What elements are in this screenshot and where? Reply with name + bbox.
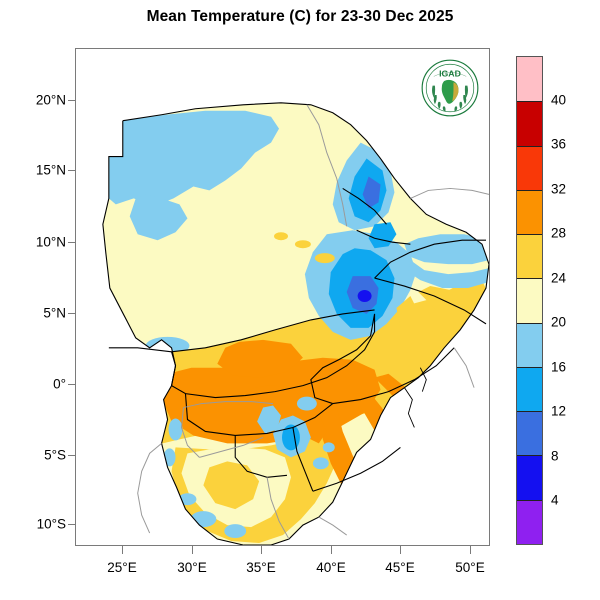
xtick-line-40e [331, 546, 333, 554]
xtick-label-40e: 40°E [316, 560, 346, 575]
xtick-label-45e: 45°E [385, 560, 415, 575]
colorbar-tick-28: 28 [551, 225, 567, 241]
colorbar-tick-32: 32 [551, 181, 567, 197]
ytick-line-20n [68, 100, 75, 102]
xtick-line-45e [400, 546, 402, 554]
ytick-line-5n [68, 313, 75, 315]
colorbar-tick-8: 8 [551, 448, 559, 464]
coastline [404, 367, 427, 428]
colorbar-band-gt40 [517, 57, 542, 102]
colorbar-tick-36: 36 [551, 136, 567, 152]
ytick-label-15n: 15°N [35, 162, 66, 178]
colorbar-tick-40: 40 [551, 92, 567, 108]
xtick-label-25e: 25°E [107, 560, 137, 575]
xtick-label-30e: 30°E [177, 560, 207, 575]
ytick-line-5s [68, 455, 75, 457]
ytick-line-10n [68, 242, 75, 244]
colorbar-band-36-40 [517, 101, 542, 146]
ytick-label-5n: 5°N [43, 305, 66, 321]
colorbar-tick-12: 12 [551, 403, 567, 419]
colorbar-tick-24: 24 [551, 270, 567, 286]
colorbar-band-24-28 [517, 234, 542, 279]
ytick-label-0: 0° [53, 376, 66, 392]
ytick-line-15n [68, 170, 75, 172]
colorbar-band-12-16 [517, 366, 542, 412]
colorbar-band-28-32 [517, 189, 542, 235]
xtick-line-50e [470, 546, 472, 554]
colorbar-band-16-20 [517, 322, 542, 367]
xtick-line-25e [122, 546, 124, 554]
colorbar[interactable] [516, 56, 543, 545]
colorbar-band-lt4 [517, 499, 542, 544]
xtick-label-35e: 35°E [246, 560, 276, 575]
colorbar-band-8-12 [517, 411, 542, 456]
igad-logo: IGAD [421, 59, 479, 117]
ytick-label-5s: 5°S [44, 447, 66, 463]
xtick-line-30e [192, 546, 194, 554]
colorbar-band-4-8 [517, 455, 542, 500]
colorbar-tick-20: 20 [551, 314, 567, 330]
ytick-line-0 [68, 384, 75, 386]
neighbour-borders [137, 104, 489, 540]
xtick-line-35e [261, 546, 263, 554]
xtick-label-50e: 50°E [455, 560, 485, 575]
colorbar-band-32-36 [517, 145, 542, 190]
country-borders [102, 102, 489, 545]
page-title: Mean Temperature (C) for 23-30 Dec 2025 [146, 8, 454, 25]
ytick-label-10n: 10°N [35, 234, 66, 250]
colorbar-band-20-24 [517, 278, 542, 323]
ytick-label-10s: 10°S [36, 516, 66, 532]
colorbar-tick-16: 16 [551, 359, 567, 375]
ytick-label-20n: 20°N [35, 92, 66, 108]
temperature-heatmap [102, 102, 489, 545]
colorbar-tick-4: 4 [551, 492, 559, 508]
igad-logo-text: IGAD [439, 68, 461, 78]
ytick-line-10s [68, 524, 75, 526]
map-plot-area[interactable] [75, 48, 490, 546]
